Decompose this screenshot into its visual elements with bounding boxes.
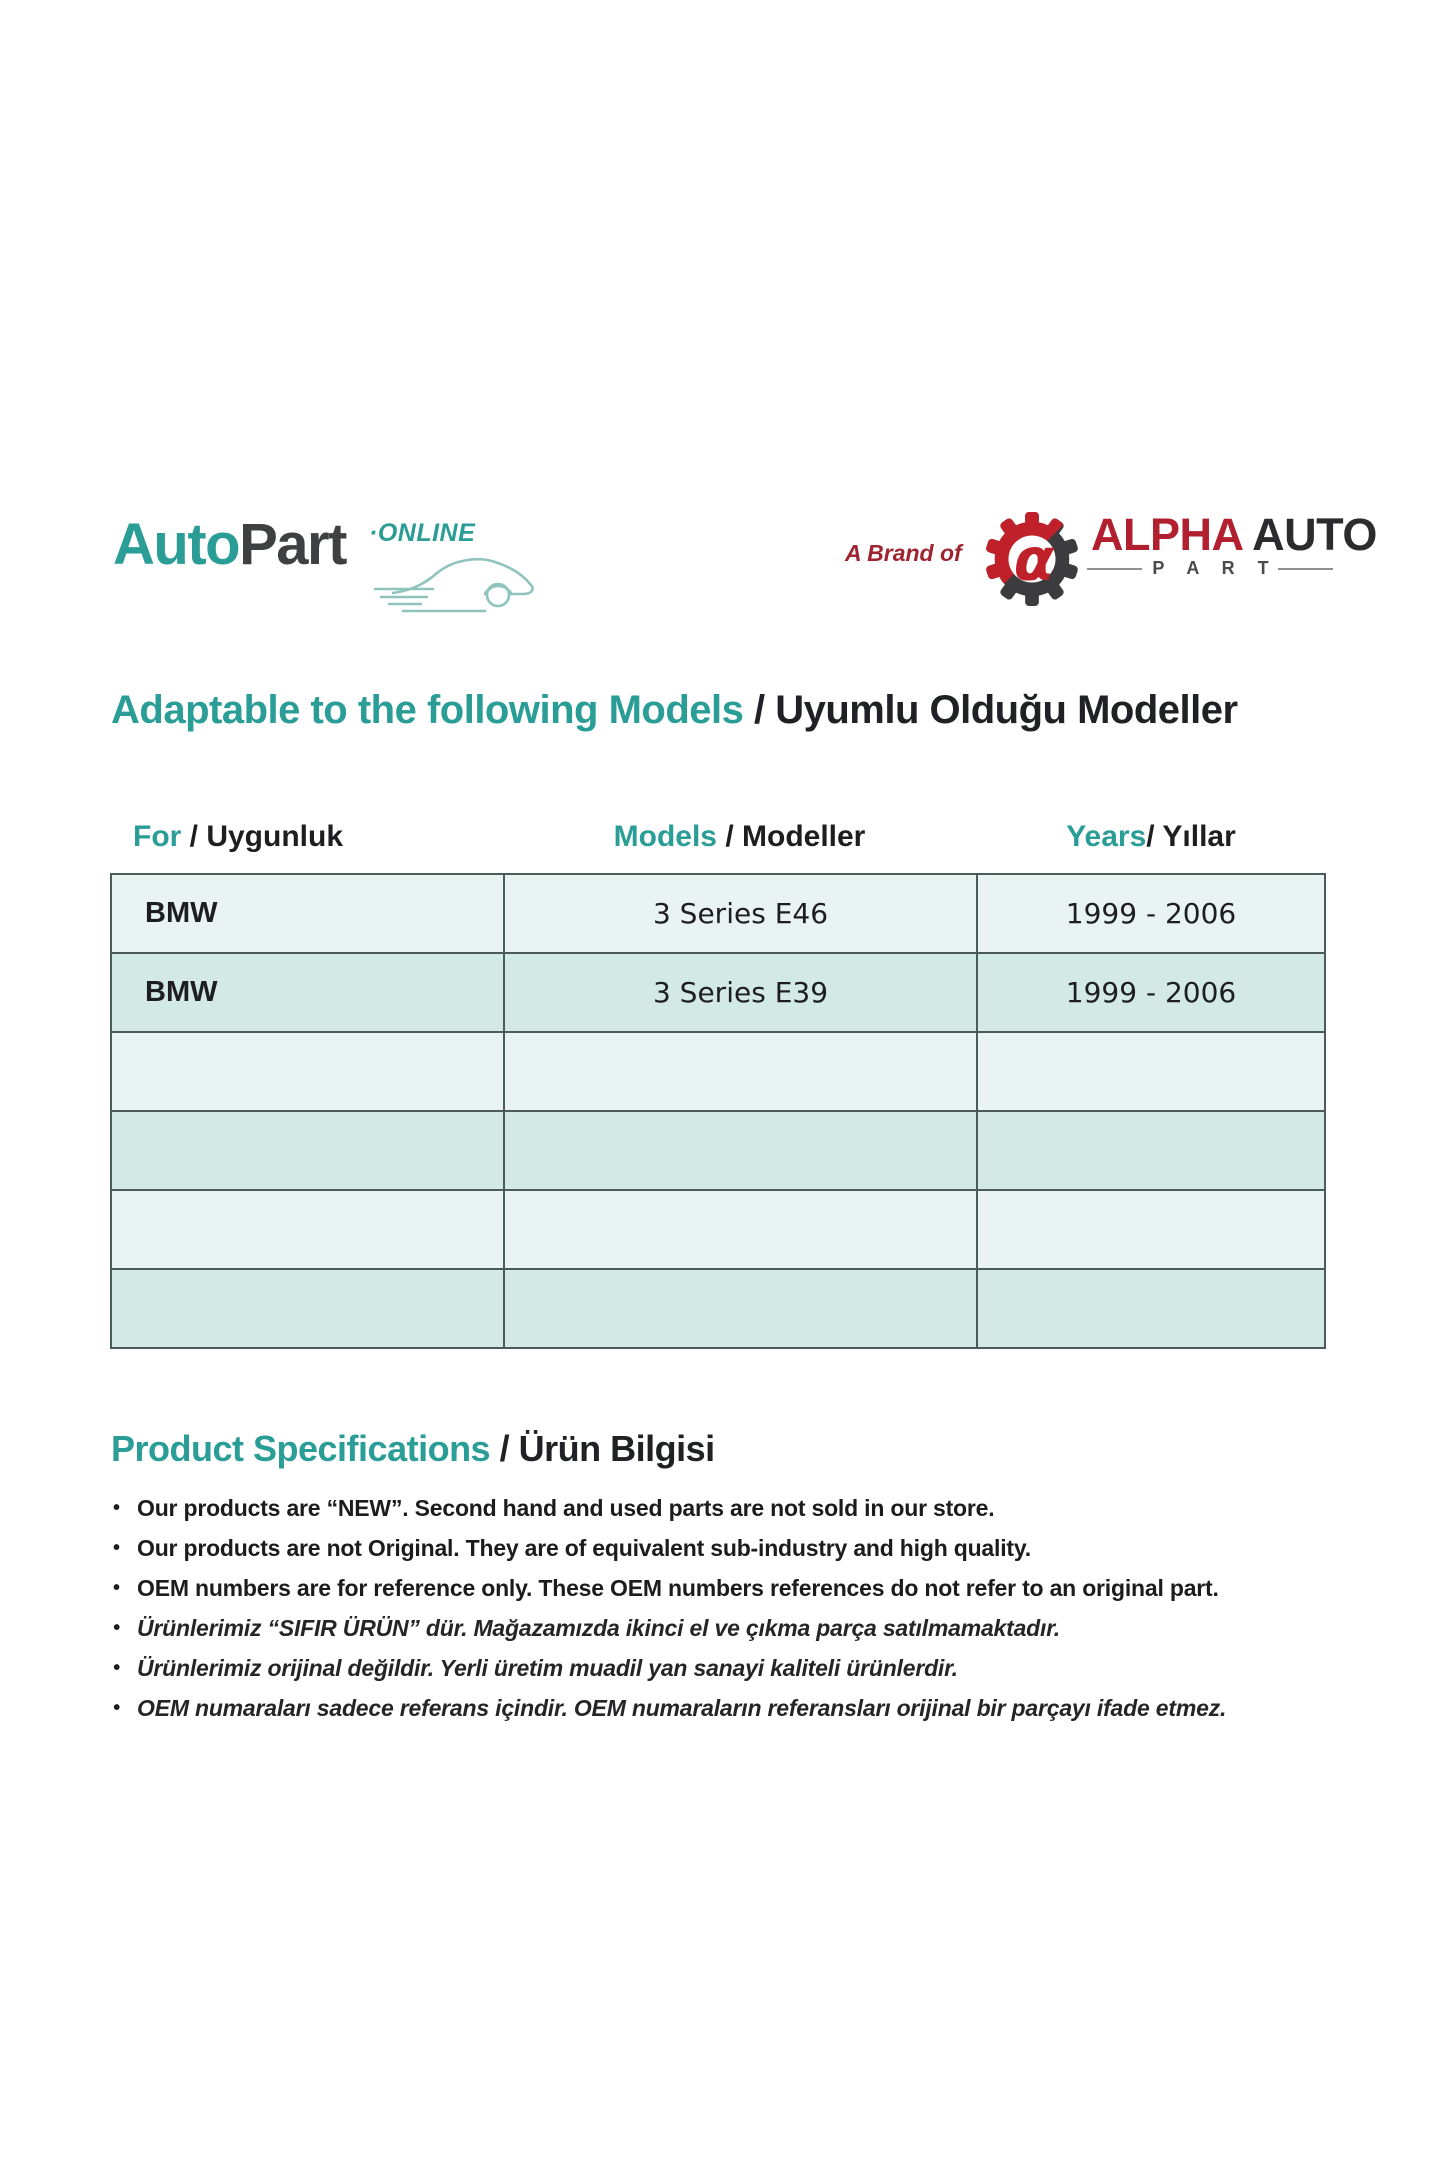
- spec-bullet-en: OEM numbers are for reference only. Thes…: [113, 1568, 1383, 1608]
- alpha-auto-part-logo: A Brand of: [845, 503, 1377, 623]
- compatibility-table: BMW 3 Series E46 1999 - 2006 BMW 3 Serie…: [110, 873, 1326, 1349]
- cell-years: 1999 - 2006: [1065, 897, 1237, 930]
- cell-model: [505, 1112, 978, 1189]
- table-row: BMW 3 Series E46 1999 - 2006: [112, 875, 1324, 954]
- cell-years: [978, 1033, 1324, 1110]
- table-row-empty: [112, 1191, 1324, 1270]
- table-row-empty: [112, 1033, 1324, 1112]
- brand-of-label: A Brand of: [845, 540, 962, 566]
- column-header-models: Models / Modeller: [613, 820, 866, 853]
- cell-years: [978, 1191, 1324, 1268]
- table-row-empty: [112, 1112, 1324, 1191]
- cell-years: 1999 - 2006: [1065, 976, 1237, 1009]
- cell-years: [978, 1270, 1324, 1347]
- wordmark-auto: Auto: [113, 512, 241, 577]
- spec-bullet-tr: OEM numaraları sadece referans içindir. …: [113, 1688, 1383, 1728]
- cell-for: BMW: [112, 954, 505, 1031]
- cell-years: [978, 1112, 1324, 1189]
- cell-for: [112, 1112, 505, 1189]
- cell-model: [505, 1270, 978, 1347]
- cell-model: [505, 1033, 978, 1110]
- table-row: BMW 3 Series E39 1999 - 2006: [112, 954, 1324, 1033]
- alpha-glyph: α: [1014, 525, 1055, 594]
- cell-for: [112, 1033, 505, 1110]
- models-title-sep: /: [743, 688, 776, 732]
- specs-title-sep: /: [490, 1428, 519, 1469]
- part-subtitle: P A R T: [1087, 558, 1333, 579]
- alpha-auto-text: ALPHA AUTO: [1091, 510, 1377, 560]
- car-silhouette-icon: [373, 558, 534, 613]
- spec-bullet-tr: Ürünlerimiz orijinal değildir. Yerli üre…: [113, 1648, 1383, 1688]
- specs-section-title: Product Specifications / Ürün Bilgisi: [111, 1428, 715, 1470]
- cell-model: 3 Series E39: [505, 954, 978, 1031]
- spec-bullet-en: Our products are “NEW”. Second hand and …: [113, 1488, 1383, 1528]
- models-section-title: Adaptable to the following Models / Uyum…: [111, 688, 1238, 733]
- cell-for: [112, 1270, 505, 1347]
- autopart-wordmark: AutoPart: [113, 505, 593, 585]
- models-title-tr: Uyumlu Olduğu Modeller: [775, 688, 1238, 732]
- spec-bullet-list: Our products are “NEW”. Second hand and …: [113, 1488, 1383, 1728]
- auto-label: AUTO: [1241, 509, 1377, 560]
- cell-model: [505, 1191, 978, 1268]
- spec-bullet-en: Our products are not Original. They are …: [113, 1528, 1383, 1568]
- column-header-years: Years/ Yıllar: [1066, 820, 1236, 853]
- cell-for: BMW: [112, 875, 505, 952]
- column-header-for: For / Uygunluk: [133, 820, 344, 853]
- table-row-empty: [112, 1270, 1324, 1347]
- autopart-online-logo: AutoPart ·ONLINE: [113, 505, 593, 620]
- part-label: P A R T: [1152, 558, 1278, 578]
- models-title-en: Adaptable to the following Models: [111, 688, 744, 732]
- wordmark-online: ·ONLINE: [369, 519, 476, 547]
- cell-model: 3 Series E46: [505, 875, 978, 952]
- part-line-left: [1087, 567, 1143, 570]
- spec-bullet-tr: Ürünlerimiz “SIFIR ÜRÜN” dür. Mağazamızd…: [113, 1608, 1383, 1648]
- part-line-right: [1277, 567, 1333, 570]
- specs-title-tr: Ürün Bilgisi: [518, 1428, 716, 1469]
- gear-alpha-icon: α: [986, 511, 1078, 607]
- wordmark-part: Part: [239, 512, 347, 577]
- table-column-headers: For / Uygunluk Models / Modeller Years/ …: [110, 812, 1326, 862]
- specs-title-en: Product Specifications: [111, 1428, 491, 1469]
- alpha-label: ALPHA: [1091, 509, 1242, 560]
- cell-for: [112, 1191, 505, 1268]
